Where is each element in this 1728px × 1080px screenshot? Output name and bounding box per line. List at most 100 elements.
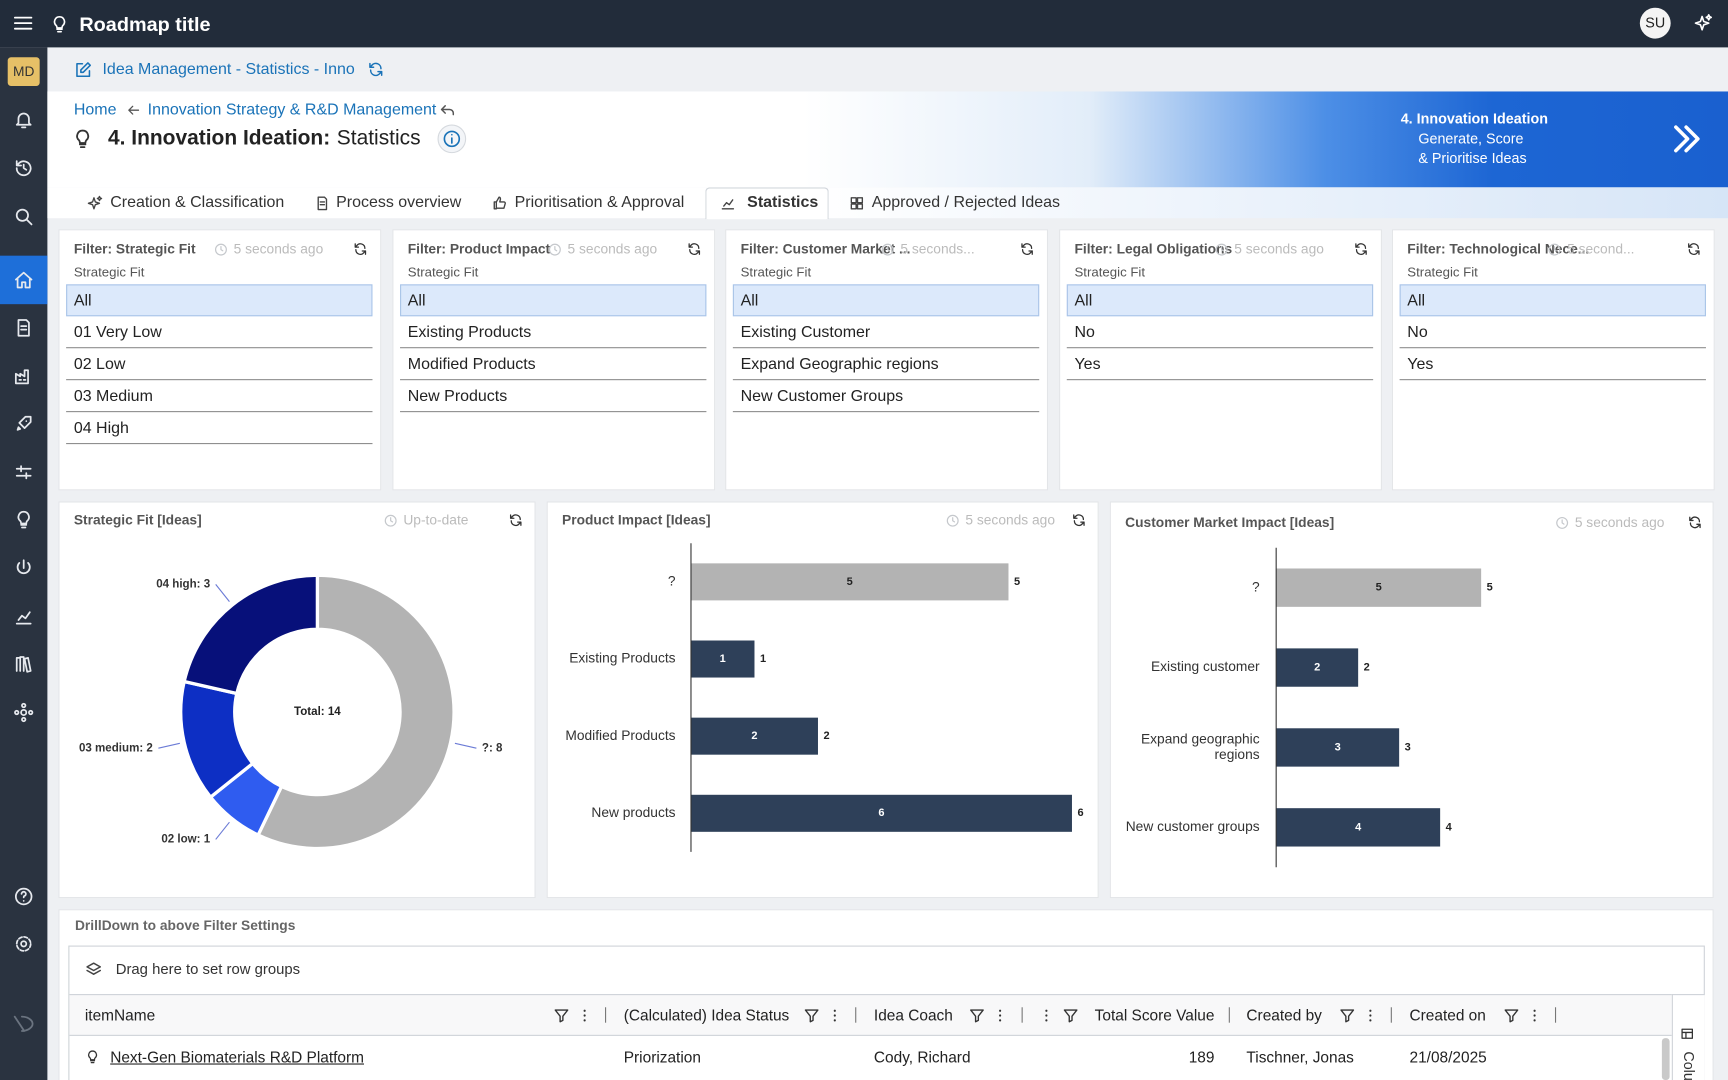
filter-option-text[interactable]: 04 High [73,419,129,438]
filter-option[interactable] [1066,348,1374,381]
menu-icon[interactable] [12,12,34,34]
funnel-icon[interactable] [553,1007,570,1024]
filter-option[interactable] [400,348,707,381]
filter-option-text[interactable]: All [73,292,92,310]
filter-option[interactable] [732,380,1040,413]
table-icon[interactable] [1680,1026,1695,1041]
factory-icon[interactable] [13,365,34,386]
history-icon[interactable] [13,157,34,178]
books-icon[interactable] [13,653,34,674]
bulb-icon[interactable] [13,509,34,530]
info-icon[interactable] [442,129,462,149]
kebab-icon[interactable] [1038,1007,1055,1024]
filter-option-text[interactable]: All [740,292,759,310]
home-icon[interactable] [13,269,34,290]
spark-icon[interactable] [1694,13,1714,33]
user-badge[interactable]: MD [7,57,40,86]
filter-option-text[interactable]: All [407,292,426,310]
filter-option-text[interactable]: 02 Low [73,355,126,374]
filter-option[interactable] [66,380,373,413]
tab[interactable]: Statistics [747,193,819,212]
info-button[interactable] [437,124,467,154]
sliders-icon[interactable] [13,461,34,482]
filter-option-text[interactable]: All [1074,292,1093,310]
filter-option-text[interactable]: Expand Geographic regions [740,355,939,374]
page-link[interactable]: Idea Management - Statistics - Inno [102,60,355,79]
filter-option-text[interactable]: No [1407,324,1428,342]
power-icon[interactable] [13,557,34,578]
filter-option[interactable] [1066,316,1374,349]
filter-option[interactable] [1399,316,1706,349]
bell-icon[interactable] [13,109,34,130]
kebab-icon[interactable] [1526,1007,1543,1024]
filter-option-text[interactable]: All [1407,292,1426,310]
filter-option-text[interactable]: Modified Products [407,355,536,374]
filter-option[interactable] [732,348,1040,381]
filter-option[interactable] [732,284,1040,317]
filter-option-text[interactable]: 01 Very Low [73,324,162,342]
refresh-icon[interactable] [1353,241,1368,256]
column-header[interactable]: Idea Coach [873,1006,953,1024]
filter-option-text[interactable]: No [1074,324,1095,342]
tab[interactable]: Creation & Classification [110,193,285,212]
home-tile[interactable] [0,255,48,305]
filter-option[interactable] [66,284,373,317]
column-header[interactable]: Total Score Value [1094,1006,1215,1024]
column-header[interactable]: Created by [1246,1006,1322,1024]
filter-option[interactable] [66,348,373,381]
funnel-icon[interactable] [968,1007,985,1024]
active-tab[interactable] [705,187,829,220]
rocket-icon[interactable] [13,413,34,434]
refresh-icon[interactable] [508,512,523,527]
user-avatar[interactable]: SU [1639,7,1671,39]
kebab-icon[interactable] [1362,1007,1379,1024]
filter-option[interactable] [66,316,373,349]
refresh-icon[interactable] [1019,241,1034,256]
gear-icon[interactable] [13,933,34,954]
breadcrumb[interactable]: Home [73,101,117,120]
filter-option[interactable] [400,316,707,349]
kebab-icon[interactable] [991,1007,1008,1024]
filter-option[interactable] [1399,284,1706,317]
column-header[interactable]: itemName [84,1006,156,1024]
funnel-icon[interactable] [1503,1007,1520,1024]
hub-icon[interactable] [13,701,34,722]
tab[interactable]: Approved / Rejected Ideas [871,193,1061,212]
help-icon[interactable] [13,885,34,906]
chart-icon[interactable] [13,606,34,627]
doc-icon[interactable] [13,317,34,338]
filter-option[interactable] [732,316,1040,349]
filter-option[interactable] [400,284,707,317]
column-header[interactable]: (Calculated) Idea Status [623,1006,790,1024]
refresh-icon[interactable] [1071,512,1086,527]
filter-option[interactable] [66,412,373,445]
refresh-icon[interactable] [367,61,385,79]
refresh-icon[interactable] [1687,515,1702,530]
filter-option-text[interactable]: Yes [1407,355,1434,374]
funnel-icon[interactable] [1062,1007,1079,1024]
refresh-icon[interactable] [687,241,702,256]
filter-option-text[interactable]: Existing Customer [740,324,871,342]
filter-option-text[interactable]: New Products [407,387,508,406]
funnel-icon[interactable] [803,1007,820,1024]
refresh-icon[interactable] [1686,241,1701,256]
column-header[interactable]: Created on [1409,1006,1486,1024]
kebab-icon[interactable] [576,1007,593,1024]
filter-option-text[interactable]: New Customer Groups [740,387,904,406]
refresh-icon[interactable] [353,241,368,256]
filter-option-text[interactable]: 03 Medium [73,387,153,406]
filter-option-text[interactable]: Yes [1074,355,1101,374]
filter-option-text[interactable]: Existing Products [407,324,532,342]
chev-icon[interactable] [1668,121,1703,156]
tab[interactable]: Prioritisation & Approval [514,193,685,212]
breadcrumb[interactable]: Innovation Strategy & R&D Management [147,101,437,120]
filter-option[interactable] [400,380,707,413]
filter-option[interactable] [1066,284,1374,317]
kebab-icon[interactable] [826,1007,843,1024]
search-icon[interactable] [13,206,34,227]
filter-option[interactable] [1399,348,1706,381]
funnel-icon[interactable] [1338,1007,1355,1024]
cell[interactable]: Next-Gen Biomaterials R&D Platform [110,1048,365,1066]
tab[interactable]: Process overview [336,193,462,212]
back-icon[interactable] [439,101,457,119]
